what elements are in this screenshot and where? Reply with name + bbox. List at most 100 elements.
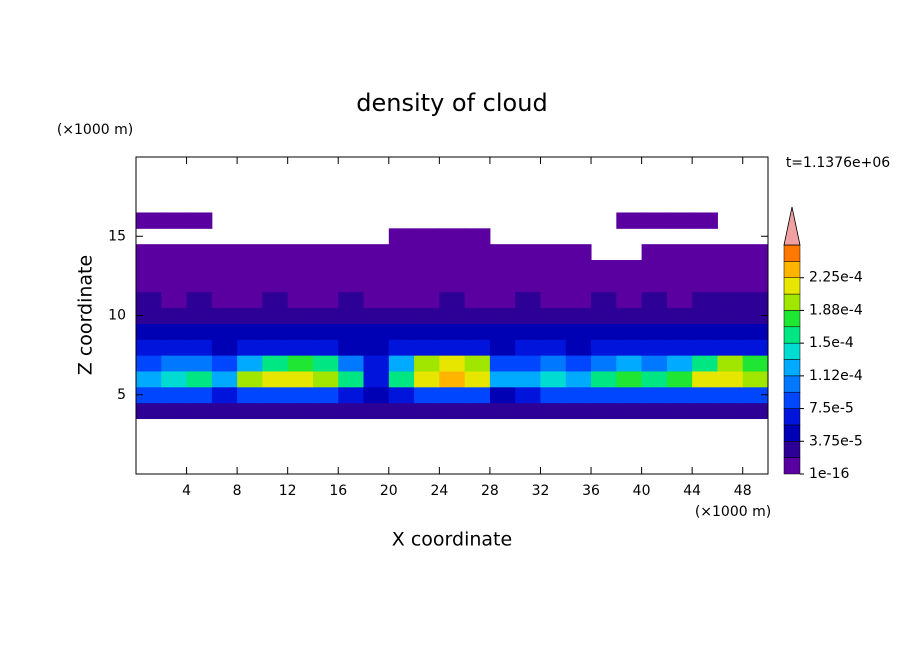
contour-cell (262, 307, 289, 324)
contour-cell (388, 275, 415, 293)
contour-cell (211, 339, 238, 356)
contour-cell (692, 275, 718, 293)
contour-cell (338, 275, 365, 293)
contour-cell (388, 386, 415, 404)
y-tick-label: 5 (117, 387, 126, 403)
contour-cell (439, 228, 466, 245)
contour-cell (414, 370, 440, 388)
contour-cell (186, 370, 213, 388)
contour-cell (464, 370, 491, 388)
contour-cell (414, 260, 440, 277)
contour-cell (237, 244, 263, 261)
contour-cell (211, 244, 238, 261)
contour-cell (717, 307, 744, 324)
contour-cell (338, 244, 365, 261)
contour-cell (591, 275, 617, 293)
contour-cell (616, 212, 643, 229)
x-tick-label: 4 (182, 483, 191, 499)
contour-cell (616, 260, 643, 277)
contour-cell (439, 307, 466, 324)
contour-cell (287, 291, 314, 309)
contour-cell (515, 355, 541, 372)
contour-cell (666, 291, 693, 309)
contour-cell (692, 323, 718, 340)
contour-cell (262, 402, 289, 420)
contour-cell (666, 370, 693, 388)
colorbar-band (783, 391, 801, 409)
contour-cell (489, 244, 516, 261)
contour-cell (136, 291, 162, 309)
contour-cell (464, 307, 491, 324)
contour-cell (312, 307, 339, 324)
contour-cell (489, 386, 516, 404)
contour-cell (565, 355, 592, 372)
contour-cell (237, 260, 263, 277)
contour-cell (515, 275, 541, 293)
contour-cell (287, 244, 314, 261)
contour-cell (591, 323, 617, 340)
colorbar-tick-label: 3.75e-5 (809, 433, 863, 449)
contour-cell (641, 260, 668, 277)
colorbar-band (783, 326, 801, 344)
contour-cell (211, 275, 238, 293)
contour-cell (742, 386, 769, 404)
contour-cell (515, 307, 541, 324)
contour-cell (237, 307, 263, 324)
contour-cell (666, 307, 693, 324)
y-unit: (×1000 m) (57, 122, 133, 138)
contour-cell (540, 355, 567, 372)
contour-cell (641, 339, 668, 356)
contour-cell (464, 244, 491, 261)
contour-cell (565, 402, 592, 420)
contour-cell (464, 386, 491, 404)
contour-cell (237, 370, 263, 388)
contour-cell (591, 386, 617, 404)
contour-cell (717, 244, 744, 261)
contour-cell (439, 339, 466, 356)
contour-cell (287, 323, 314, 340)
contour-cell (540, 339, 567, 356)
contour-cell (363, 291, 390, 309)
contour-cell (262, 370, 289, 388)
contour-cell (312, 386, 339, 404)
colorbar-band (783, 441, 801, 458)
contour-cell (439, 291, 466, 309)
contour-cell (641, 355, 668, 372)
contour-cell (237, 339, 263, 356)
colorbar-tick-label: 1.12e-4 (809, 368, 863, 384)
contour-cell (338, 307, 365, 324)
contour-cell (692, 370, 718, 388)
contour-cell (641, 402, 668, 420)
colorbar-tick-label: 7.5e-5 (809, 401, 854, 417)
colorbar-tick-label: 1e-16 (809, 466, 849, 482)
contour-cell (591, 260, 617, 277)
colorbar-band (783, 310, 801, 328)
contour-cell (262, 275, 289, 293)
contour-cell (363, 260, 390, 277)
contour-cell (616, 355, 643, 372)
contour-cell (262, 323, 289, 340)
contour-cell (338, 355, 365, 372)
contour-cell (161, 244, 188, 261)
contour-cell (312, 244, 339, 261)
contour-cell (464, 355, 491, 372)
contour-cell (414, 339, 440, 356)
contour-cell (439, 275, 466, 293)
colorbar-band (783, 375, 801, 393)
contour-cell (515, 244, 541, 261)
contour-cell (489, 323, 516, 340)
contour-cell (312, 323, 339, 340)
contour-cell (717, 402, 744, 420)
contour-cell (414, 402, 440, 420)
contour-cell (591, 370, 617, 388)
contour-cell (211, 370, 238, 388)
contour-cell (363, 244, 390, 261)
contour-cell (312, 291, 339, 309)
contour-cell (717, 386, 744, 404)
contour-cell (338, 402, 365, 420)
x-unit: (×1000 m) (695, 504, 771, 520)
contour-cell (363, 355, 390, 372)
contour-cell (312, 275, 339, 293)
